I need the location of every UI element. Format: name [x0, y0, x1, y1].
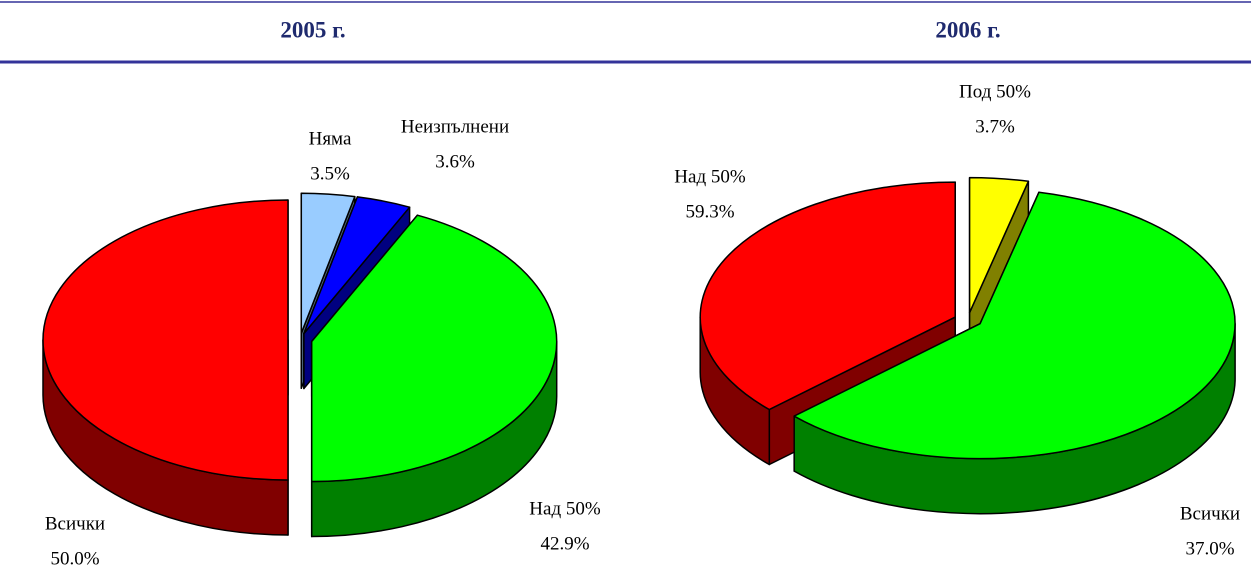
slice-value-label: 37.0%	[1185, 538, 1234, 559]
slice-value-label: 42.9%	[540, 533, 589, 554]
slice	[310, 214, 558, 483]
slice-label: Неизпълнени	[401, 116, 509, 137]
slice-label: Под 50%	[959, 81, 1031, 102]
chart-title: 2006 г.	[935, 17, 1000, 42]
slice	[793, 191, 1236, 460]
slice-value-label: 59.3%	[685, 201, 734, 222]
slice-value-label: 3.6%	[435, 151, 475, 172]
slice-label: Над 50%	[529, 498, 601, 519]
slice-value-label: 3.5%	[310, 163, 350, 184]
slice	[699, 181, 956, 411]
slice-label: Над 50%	[674, 166, 746, 187]
chart-title: 2005 г.	[280, 17, 345, 42]
slice	[303, 196, 411, 335]
slice-label: Всички	[1180, 503, 1240, 524]
slice-label: Всички	[45, 513, 105, 534]
slice	[42, 199, 289, 481]
slice-value-label: 50.0%	[50, 548, 99, 569]
slice-label: Няма	[309, 128, 352, 149]
slice	[968, 176, 1030, 314]
slice	[300, 192, 356, 334]
slice-value-label: 3.7%	[975, 116, 1015, 137]
